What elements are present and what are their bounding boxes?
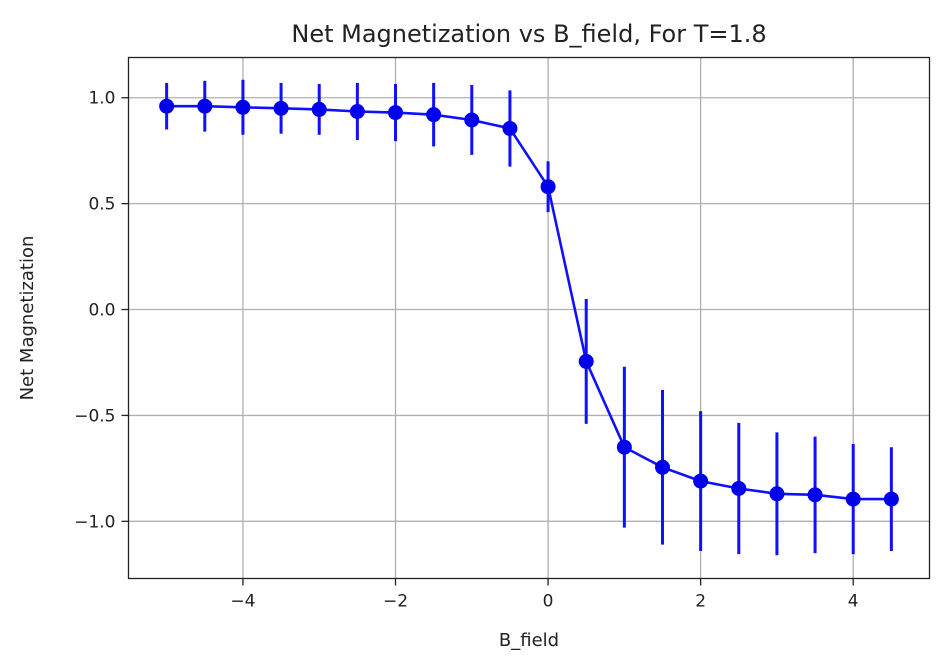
data-point: [464, 112, 480, 128]
y-tick-label: 1.0: [88, 89, 115, 109]
series-line: [166, 104, 892, 501]
data-point: [235, 99, 251, 115]
data-point: [388, 105, 403, 121]
x-tick-label: 4: [848, 592, 859, 612]
data-point: [349, 104, 365, 120]
y-tick-label: 0.0: [88, 301, 115, 321]
data-point: [540, 179, 556, 195]
data-point: [426, 107, 442, 123]
data-point: [159, 98, 175, 114]
x-tick-label: −4: [230, 592, 255, 612]
data-point: [769, 486, 785, 502]
series-layer: [159, 79, 899, 556]
y-tick-label: 0.5: [88, 195, 115, 215]
data-point: [845, 491, 861, 507]
chart-title: Net Magnetization vs B_field, For T=1.8: [291, 20, 766, 48]
data-point: [311, 101, 327, 117]
data-point: [273, 100, 289, 116]
y-tick-label: −0.5: [74, 406, 115, 426]
plot-frame: [127, 56, 931, 580]
data-point: [883, 491, 899, 507]
x-tick-label: −2: [383, 592, 408, 612]
data-point: [616, 439, 632, 455]
y-tick-label: −1.0: [74, 512, 115, 532]
grid: [128, 57, 930, 579]
y-axis-label: Net Magnetization: [17, 236, 38, 401]
data-point: [197, 98, 213, 114]
data-point: [731, 480, 747, 496]
x-axis-label: B_field: [499, 630, 559, 651]
data-point: [693, 473, 709, 489]
data-point: [807, 487, 823, 503]
data-point: [502, 120, 518, 136]
x-tick-label: 2: [695, 592, 706, 612]
x-axis: −4 −2 0 2 4: [230, 578, 859, 612]
x-tick-label: 0: [543, 592, 554, 612]
y-axis: 1.0 0.5 0.0 −0.5 −1.0: [74, 89, 129, 532]
data-point: [578, 353, 594, 369]
data-point: [655, 459, 670, 475]
